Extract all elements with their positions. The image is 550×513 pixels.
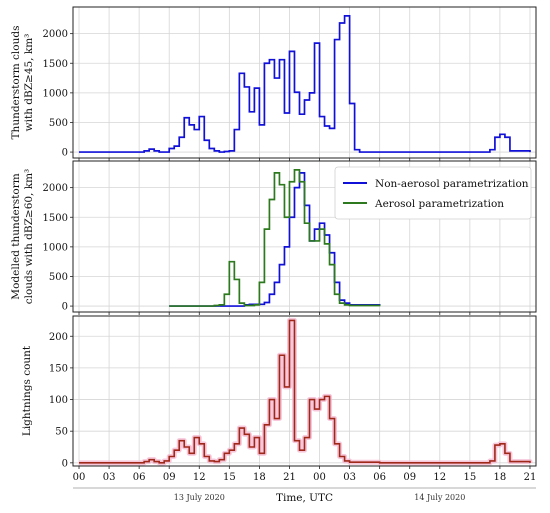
x-axis-label: Time, UTC bbox=[276, 492, 333, 504]
x-tick-label: 12 bbox=[433, 472, 446, 483]
y-tick-label: 500 bbox=[49, 118, 68, 129]
x-tick-label: 21 bbox=[283, 472, 296, 483]
y-axis-label: Lightnings count bbox=[21, 345, 33, 436]
x-tick-label: 03 bbox=[343, 472, 356, 483]
panel-top: 0 500 1000 1500 2000 Thunderstorm clouds with … bbox=[10, 6, 537, 161]
x-axis-label-bg bbox=[272, 491, 337, 505]
x-tick-label: 18 bbox=[494, 472, 507, 483]
legend-box bbox=[334, 166, 532, 220]
x-tick-label: 03 bbox=[103, 472, 116, 483]
panel-bottom: 0 50 100 150 200 Lightnings count 00 03 06 09 12 15… bbox=[21, 315, 537, 505]
y-tick-label: 50 bbox=[55, 427, 68, 438]
y-tick-label: 100 bbox=[49, 395, 68, 406]
x-tick-label: 18 bbox=[253, 472, 266, 483]
y-tick-label: 0 bbox=[62, 302, 68, 313]
plot-frame bbox=[72, 315, 537, 467]
y-tick-label: 500 bbox=[49, 272, 68, 283]
series-line-series-0 bbox=[79, 319, 531, 464]
y-tick-label: 200 bbox=[49, 332, 68, 343]
y-tick-label: 1500 bbox=[43, 213, 68, 224]
y-axis-label: clouds with dBZ≥60, km³ bbox=[23, 169, 35, 305]
panel-middle: 0 500 1000 1500 2000 Modelled thunderstorm clo… bbox=[10, 160, 537, 315]
x-tick-label: 09 bbox=[163, 472, 176, 483]
x-tick-label: 00 bbox=[313, 472, 326, 483]
x-tick-label: 06 bbox=[373, 472, 386, 483]
date-label: 13 July 2020 bbox=[174, 493, 225, 502]
legend-label: Non-aerosol parametrization bbox=[375, 178, 529, 190]
x-tick-label: 21 bbox=[524, 472, 537, 483]
date-label: 14 July 2020 bbox=[414, 493, 465, 502]
legend-label: Aerosol parametrization bbox=[374, 198, 504, 210]
y-tick-label: 1000 bbox=[43, 88, 68, 99]
x-tick-label: 06 bbox=[133, 472, 146, 483]
series-line-series-0 bbox=[79, 15, 531, 153]
y-tick-label: 1000 bbox=[43, 242, 68, 253]
y-tick-label: 2000 bbox=[43, 183, 68, 194]
series-line-aerosol-parametrization bbox=[169, 169, 381, 307]
y-tick-label: 0 bbox=[62, 148, 68, 159]
y-tick-label: 2000 bbox=[43, 29, 68, 40]
x-tick-label: 12 bbox=[193, 472, 206, 483]
x-tick-label: 09 bbox=[403, 472, 416, 483]
y-axis-label: Thunderstorm clouds bbox=[10, 26, 22, 140]
x-tick-label: 00 bbox=[73, 472, 86, 483]
y-axis-label: Modelled thunderstorm bbox=[10, 173, 22, 299]
y-tick-label: 150 bbox=[49, 363, 68, 374]
plot-frame bbox=[72, 160, 537, 313]
y-axis-label: with dBZ≥45, km³ bbox=[23, 34, 35, 132]
x-tick-label: 15 bbox=[463, 472, 476, 483]
y-tick-label: 0 bbox=[62, 458, 68, 469]
y-tick-label: 1500 bbox=[43, 59, 68, 70]
plot-frame bbox=[72, 6, 537, 159]
x-tick-label: 15 bbox=[223, 472, 236, 483]
